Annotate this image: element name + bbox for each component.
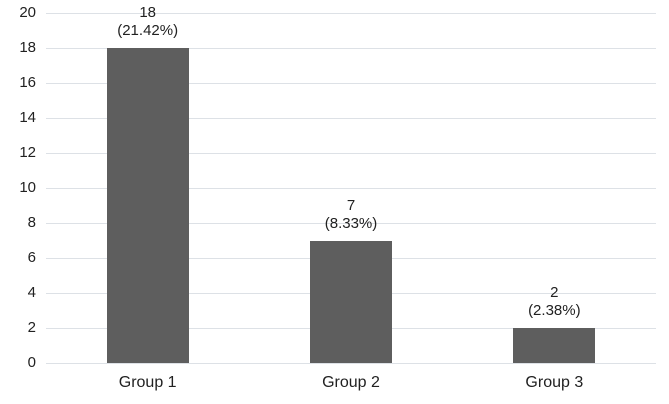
bar-value: 7 [346,196,356,214]
y-axis-tick-label: 4 [27,284,36,301]
x-axis-label-group-2: Group 2 [322,374,380,391]
bar-value: 18 [139,4,156,21]
gridline [46,222,656,224]
bar-group-1 [106,48,189,363]
y-axis-tick-label: 6 [27,249,36,266]
y-axis-tick-label: 16 [19,74,36,91]
x-axis-label-group-1: Group 1 [118,374,177,391]
y-axis-tick-label: 10 [19,179,36,196]
gridline [46,117,656,119]
y-axis-tick-label: 14 [19,109,36,126]
bar-value-label-group-3: 2 (2.38%) [484,284,624,320]
gridline [46,187,656,189]
y-axis-tick-label: 2 [27,319,36,336]
y-axis-tick-label: 8 [27,214,36,231]
bar-percent: (21.42%) [117,22,179,39]
gridline [46,82,656,84]
bar-percent: (2.38%) [528,302,581,319]
gridline [46,12,656,14]
gridline [46,47,656,49]
bar-group-2 [310,240,392,363]
bar-value-label-group-1: 18 (21.42%) [78,4,218,40]
bar-percent: (8.33%) [324,214,378,232]
y-axis-tick-label: 12 [19,144,36,161]
bar-value: 2 [550,284,559,301]
x-axis-label-group-3: Group 3 [525,374,584,391]
bar-group-3 [513,328,596,363]
y-axis-tick-label: 18 [19,39,36,56]
y-axis-tick-label: 0 [27,354,36,371]
gridline [46,362,656,364]
y-axis-tick-label: 20 [19,4,36,21]
gridline [46,152,656,154]
bar-value-label-group-2: 7 (8.33%) [281,197,421,233]
